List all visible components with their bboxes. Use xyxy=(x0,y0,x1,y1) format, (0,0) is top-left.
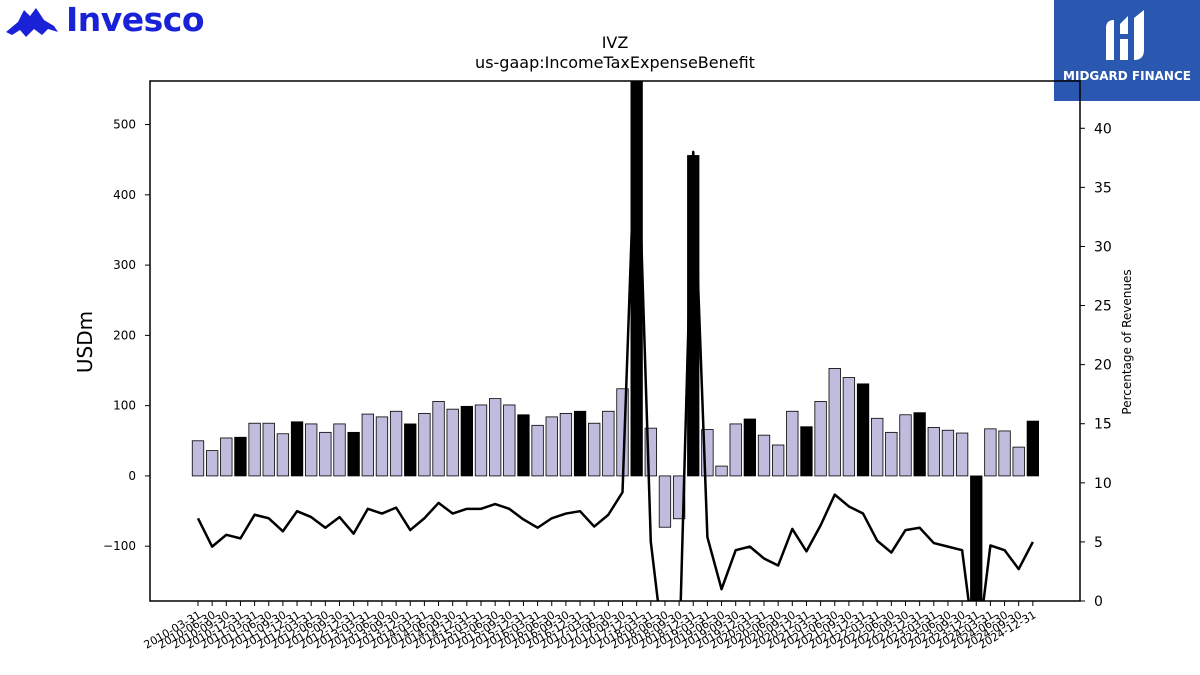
bar-2012-03-31 xyxy=(305,423,318,477)
bar-2021-03-31 xyxy=(814,401,827,477)
pct-of-revenues-line xyxy=(196,91,1034,601)
bar-2023-06-30 xyxy=(941,429,955,477)
bar-2016-12-31 xyxy=(573,410,587,477)
y2-tick-label: 10 xyxy=(1094,476,1112,492)
bar-2013-09-30 xyxy=(389,410,403,477)
y2-axis-label: Percentage of Revenues xyxy=(1120,269,1134,414)
bar-2010-09-30 xyxy=(220,437,233,477)
y-tick-label: 500 xyxy=(113,118,136,132)
bar-2020-06-30 xyxy=(772,444,785,477)
pct-line-series xyxy=(196,91,1034,601)
mountain-icon xyxy=(6,8,58,37)
bar-2014-06-30 xyxy=(432,401,445,477)
bar-2013-03-31 xyxy=(361,413,374,477)
bar-2016-06-30 xyxy=(545,416,558,477)
y2-tick-label: 20 xyxy=(1094,358,1112,374)
bar-2022-06-30 xyxy=(885,431,898,477)
bar-2016-09-30 xyxy=(559,412,573,477)
y-tick-label: 0 xyxy=(128,469,136,483)
bar-2019-06-30 xyxy=(715,465,728,477)
bar-2021-06-30 xyxy=(828,368,841,477)
bar-2022-03-31 xyxy=(871,417,884,477)
y-tick-label: 300 xyxy=(113,258,136,272)
y-tick-label: 400 xyxy=(113,188,136,202)
bar-2023-09-30 xyxy=(955,432,969,477)
bar-2024-06-30 xyxy=(998,430,1011,477)
y-tick-label: −100 xyxy=(103,539,136,553)
bar-2011-03-31 xyxy=(248,422,261,477)
bar-2021-09-30 xyxy=(842,377,856,477)
bar-2024-03-31 xyxy=(984,428,997,477)
y-tick-label: 100 xyxy=(113,399,136,413)
bar-2020-03-31 xyxy=(757,434,771,477)
bar-2013-12-31 xyxy=(404,423,417,477)
bar-2021-12-31 xyxy=(856,383,870,477)
bar-2017-03-31 xyxy=(588,422,601,477)
chart-subtitle: us-gaap:IncomeTaxExpenseBenefit xyxy=(475,53,755,72)
bar-2011-12-31 xyxy=(290,421,304,477)
bar-2012-09-30 xyxy=(333,423,346,477)
bar-2014-03-31 xyxy=(418,412,431,477)
y2-tick-label: 5 xyxy=(1094,535,1103,551)
x-axis-ticks: 2010-03-312010-06-302010-09-302010-12-31… xyxy=(142,601,1038,652)
y-tick-label: 200 xyxy=(113,328,136,342)
bar-2015-03-31 xyxy=(474,404,488,477)
bar-2012-12-31 xyxy=(347,431,360,477)
bar-2019-03-31 xyxy=(701,429,714,477)
midgard-finance-logo: MIDGARD FINANCE xyxy=(1054,0,1200,101)
bar-2019-09-30 xyxy=(729,423,742,477)
bar-2015-06-30 xyxy=(488,398,502,477)
bar-2010-03-31 xyxy=(191,440,205,477)
bar-2014-12-31 xyxy=(460,405,474,477)
chart-title: IVZ xyxy=(602,33,629,52)
bar-2018-03-31 xyxy=(644,427,657,477)
bar-2024-09-30 xyxy=(1012,446,1025,477)
bar-2019-12-31 xyxy=(743,418,756,477)
bar-2018-06-30 xyxy=(658,475,672,528)
y-axis-label: USDm xyxy=(73,311,97,373)
bar-series xyxy=(191,80,1039,602)
bar-2015-09-30 xyxy=(503,404,516,477)
bar-2022-09-30 xyxy=(899,414,912,477)
invesco-wordmark: Invesco xyxy=(66,0,205,39)
bar-2012-06-30 xyxy=(319,431,332,477)
bar-2023-03-31 xyxy=(927,427,940,477)
bar-2013-06-30 xyxy=(375,416,389,477)
bar-2015-12-31 xyxy=(517,414,530,477)
y2-tick-label: 40 xyxy=(1094,121,1112,137)
bar-2014-09-30 xyxy=(446,408,459,477)
y2-tick-label: 35 xyxy=(1094,180,1112,196)
invesco-logo: Invesco xyxy=(4,0,214,42)
bar-2024-12-31 xyxy=(1026,420,1039,477)
bar-2017-06-30 xyxy=(602,410,615,477)
bar-2017-12-31 xyxy=(630,80,643,477)
y2-tick-label: 30 xyxy=(1094,239,1112,255)
bar-2011-06-30 xyxy=(262,422,275,477)
bar-2011-09-30 xyxy=(276,433,290,477)
y2-tick-label: 25 xyxy=(1094,299,1112,315)
bar-2010-12-31 xyxy=(234,436,247,477)
y2-axis-ticks: 0 5 10 15 20 25 30 35 40 xyxy=(1080,121,1112,610)
y2-tick-label: 0 xyxy=(1094,594,1103,610)
plot-frame xyxy=(149,80,1081,602)
bar-2016-03-31 xyxy=(531,424,544,477)
midgard-finance-wordmark: MIDGARD FINANCE xyxy=(1063,69,1191,83)
bar-2022-12-31 xyxy=(913,412,926,477)
midgard-emblem-icon xyxy=(1106,10,1144,60)
bar-2020-09-30 xyxy=(786,410,799,477)
y2-tick-label: 15 xyxy=(1094,417,1112,433)
bar-2020-12-31 xyxy=(800,426,813,477)
bar-2023-12-31 xyxy=(970,475,983,602)
y-axis-ticks: −100 0 100 200 300 400 500 xyxy=(103,118,150,553)
bar-2010-06-30 xyxy=(205,450,219,477)
